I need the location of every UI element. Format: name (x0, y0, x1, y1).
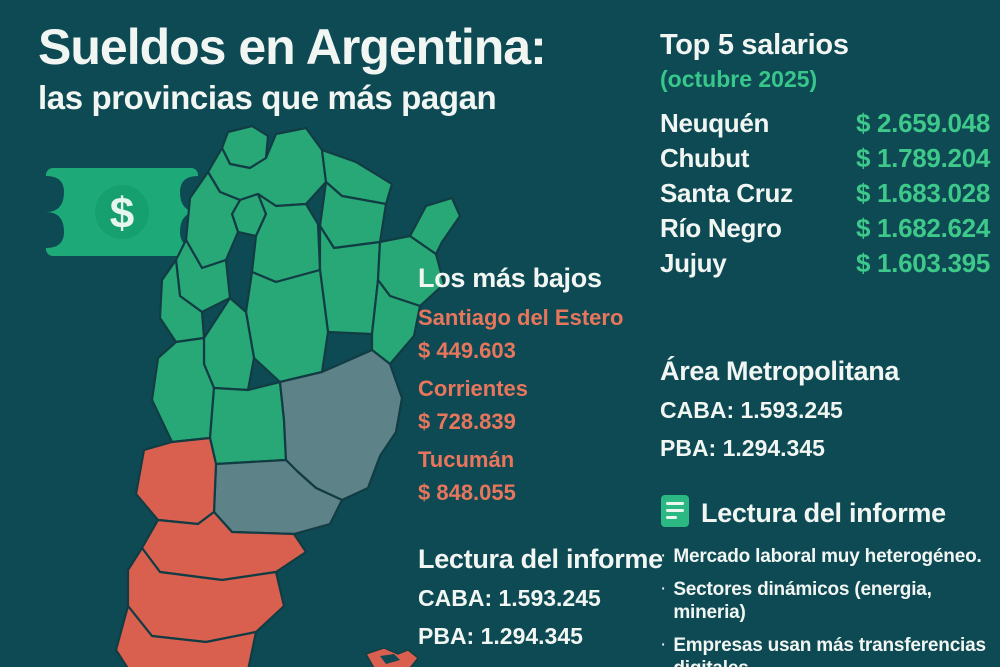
lowest-row: Corrientes $ 728.839 (418, 376, 668, 436)
bullet-text: Empresas usan más transferencias digital… (673, 635, 986, 667)
salary-amount: $ 1.682.624 (855, 213, 990, 244)
page-subtitle: las provincias que más pagan (38, 79, 497, 116)
top5-block: Top 5 salarios (octubre 2025) Neuquén $ … (660, 29, 990, 283)
lowest-province-name: Corrientes (418, 376, 529, 402)
salary-province: Río Negro (660, 213, 782, 244)
header: Sueldos en Argentina: las provincias que… (38, 22, 658, 116)
table-row: Jujuy $ 1.603.395 (660, 248, 990, 279)
top5-period: (octubre 2025) (660, 65, 818, 92)
salary-amount: $ 1.789.204 (855, 143, 990, 174)
province-entre-rios (370, 278, 422, 366)
metropolitan-title: Área Metropolitana (660, 356, 900, 386)
bullet-text: Sectores dinámicos (energia, mineria) (673, 579, 932, 623)
lowest-province-amount: $ 848.055 (418, 479, 516, 505)
bullet-marker: · (660, 578, 667, 600)
svg-text:$: $ (110, 189, 134, 238)
report-title: Lectura del informe (701, 498, 946, 528)
mid-report-caba: CABA: 1.593.245 (418, 585, 601, 612)
province-cordoba (244, 268, 330, 384)
salary-amount: $ 1.603.395 (855, 248, 990, 279)
province-catamarca (184, 170, 242, 270)
salary-province: Jujuy (660, 248, 727, 279)
mid-report-block: Lectura del informe CABA: 1.593.245 PBA:… (418, 543, 668, 651)
province-mendoza (150, 336, 216, 444)
salary-amount: $ 1.683.028 (855, 178, 990, 209)
lowest-province-name: Santiago del Estero (418, 305, 624, 331)
metropolitan-block: Área Metropolitana CABA: 1.593.245 PBA: … (660, 356, 990, 463)
salary-amount: $ 2.659.048 (855, 108, 990, 139)
lowest-province-name: Tucumán (418, 446, 515, 472)
list-item: · Empresas usan más transferencias digit… (660, 634, 995, 667)
lowest-row: Santiago del Estero $ 449.603 (418, 305, 668, 365)
top5-title: Top 5 salarios (660, 29, 849, 61)
table-row: Chubut $ 1.789.204 (660, 143, 990, 174)
mid-report-pba: PBA: 1.294.345 (418, 623, 583, 650)
metropolitan-caba: CABA: 1.593.245 (660, 397, 843, 424)
list-item: · Mercado laboral muy heterogéneo. (660, 545, 995, 568)
table-row: Neuquén $ 2.659.048 (660, 108, 990, 139)
province-santa-cruz (114, 604, 258, 667)
province-san-luis (202, 296, 256, 392)
list-item: · Sectores dinámicos (energia, mineria) (660, 579, 995, 624)
lowest-title: Los más bajos (418, 263, 602, 293)
table-row: Río Negro $ 1.682.624 (660, 213, 990, 244)
report-block: Lectura del informe · Mercado laboral mu… (660, 494, 995, 667)
bullet-text: Mercado laboral muy heterogéneo. (673, 546, 982, 567)
salary-province: Santa Cruz (660, 178, 793, 209)
argentina-provinces-map (80, 120, 470, 667)
province-santiago-del-estero (250, 192, 322, 284)
salary-province: Chubut (660, 143, 750, 174)
province-la-pampa (208, 380, 288, 466)
province-caba (377, 382, 389, 394)
metropolitan-pba: PBA: 1.294.345 (660, 434, 825, 461)
islas-malvinas-detail (380, 654, 400, 664)
province-misiones (408, 196, 462, 256)
lowest-salaries-block: Los más bajos Santiago del Estero $ 449.… (418, 262, 668, 506)
lowest-province-amount: $ 728.839 (418, 408, 516, 434)
lowest-province-amount: $ 449.603 (418, 338, 516, 364)
bullet-marker: · (660, 545, 667, 566)
top5-list: Neuquén $ 2.659.048 Chubut $ 1.789.204 S… (660, 108, 990, 279)
table-row: Santa Cruz $ 1.683.028 (660, 178, 990, 209)
province-neuquen (134, 436, 218, 526)
salary-province: Neuquén (660, 108, 770, 139)
mid-report-title: Lectura del informe (418, 544, 663, 574)
report-bullets: · Mercado laboral muy heterogéneo. · Sec… (660, 545, 995, 667)
report-header: Lectura del informe (660, 494, 995, 533)
banknote-dollar-icon: $ (46, 168, 198, 256)
page-title: Sueldos en Argentina: (38, 19, 547, 75)
lowest-row: Tucumán $ 848.055 (418, 447, 668, 507)
bullet-marker: · (660, 634, 667, 656)
document-lines-icon (660, 494, 690, 533)
